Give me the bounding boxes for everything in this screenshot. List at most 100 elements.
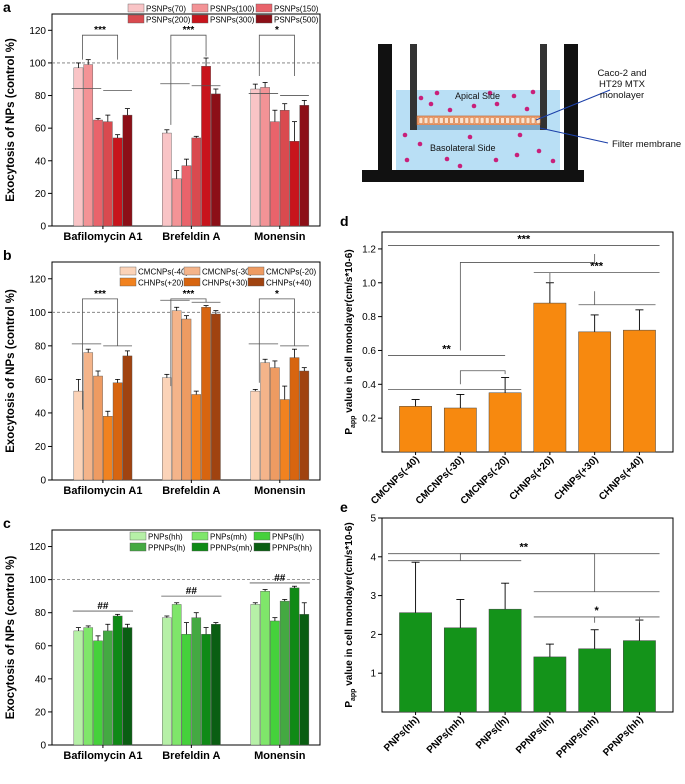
y-axis-label: Exocytosis of NPs (control %) [5,289,17,453]
y-tick-label: 0 [40,222,46,233]
y-tick-label: 20 [35,442,47,453]
legend-swatch [127,14,145,24]
x-category-label: CHNPs(+40) [597,454,645,502]
sub-bracket [459,254,596,351]
bar [171,178,182,227]
sub-bracket [459,553,596,592]
y-tick-label: 60 [35,124,47,135]
legend-swatch [127,3,145,13]
x-category-label: CMCNPs(-20) [459,454,512,507]
legend-label: PSNPs(500) [274,16,319,25]
nanoparticle [402,132,408,138]
y-tick-label: 100 [29,308,46,319]
panel-label: b [3,247,12,263]
bar [83,352,94,481]
nanoparticle [511,93,517,99]
bar [93,375,103,481]
bar [103,630,113,746]
bar [289,357,300,481]
cell [434,117,439,124]
filter-pointer [539,127,609,144]
bar [181,633,192,746]
legend-label: PPNPs(hh) [272,544,312,553]
bar [211,313,221,481]
filter-membrane-label: Filter membrane [612,139,681,150]
bar [260,590,270,746]
y-tick-label: 0.4 [362,380,376,391]
legend-swatch [255,14,273,24]
x-category-label: Bafilomycin A1 [63,485,142,497]
y-tick-label: 60 [35,641,47,652]
bar [122,627,133,746]
cell [439,117,444,124]
bar [299,614,310,746]
x-category-label: PPNPs(mh) [554,714,600,760]
cell [480,117,485,124]
legend-label: CHNPs(+40) [266,279,312,288]
y-tick-label: 40 [35,156,47,167]
legend-label: CMCNPs(-40) [138,268,189,277]
insert-wall-left [410,44,417,130]
y-tick-label: 120 [29,26,46,37]
significance-mark: *** [183,289,195,300]
outer-wall-left [378,44,392,177]
y-tick-label: 0.8 [362,312,376,323]
cell [464,117,469,124]
nanoparticle [428,101,434,107]
filter-membrane [417,125,540,130]
bar [171,310,182,481]
x-category-label: Brefeldin A [162,231,220,243]
legend-swatch [191,542,209,552]
y-tick-label: 80 [35,608,47,619]
panel-b-exocytosis-charged: 0 20 40 60 80 100 120 Exocytosis of NPs (contro… [3,247,321,497]
cell [515,117,520,124]
legend-label: PNPs(hh) [148,533,183,542]
x-category-label: CHNPs(+20) [508,454,556,502]
nanoparticle [444,156,450,162]
cell [423,117,429,124]
significance-bracket [258,298,295,383]
transwell-diagram: Apical Side Basolateral Side Caco-2 and … [362,44,681,182]
legend-swatch [183,277,201,287]
x-category-label: Monensin [254,750,306,762]
bar [103,416,113,481]
legend-swatch [129,542,147,552]
bar [103,121,113,227]
cell [510,117,515,124]
y-tick-label: 40 [35,674,47,685]
monolayer-cells [418,117,541,124]
x-category-label: Monensin [254,231,306,243]
nanoparticles [402,89,556,169]
y-tick-label: 80 [35,341,47,352]
cell [525,117,531,124]
bar [191,394,202,481]
cell [505,117,510,124]
bar [623,329,656,453]
legend-swatch [247,266,265,276]
bar [93,119,103,227]
significance-mark: * [275,289,279,300]
bar [488,392,522,453]
significance-mark: *** [590,261,604,273]
legend-label: CHNPs(+20) [138,279,184,288]
nanoparticle [418,95,424,101]
panel-label: c [3,515,11,531]
bar [201,65,211,227]
y-tick-label: 2 [370,630,376,641]
y-tick-label: 40 [35,408,47,419]
significance-bracket [82,34,119,60]
x-category-label: PPNPs(hh) [601,714,645,758]
sub-bracket [459,370,506,385]
nanoparticle [487,90,493,96]
x-category-label: PNPs(lh) [474,714,511,751]
bar [623,640,656,713]
nanoparticle [514,152,520,158]
legend-label: PSNPs(300) [210,16,255,25]
legend-label: PSNPs(200) [146,16,191,25]
monolayer-pointer [535,89,611,121]
significance-mark: ** [442,344,451,356]
y-tick-label: 120 [29,274,46,285]
bar [260,87,270,227]
significance-mark: * [595,605,600,617]
cell [459,117,464,124]
